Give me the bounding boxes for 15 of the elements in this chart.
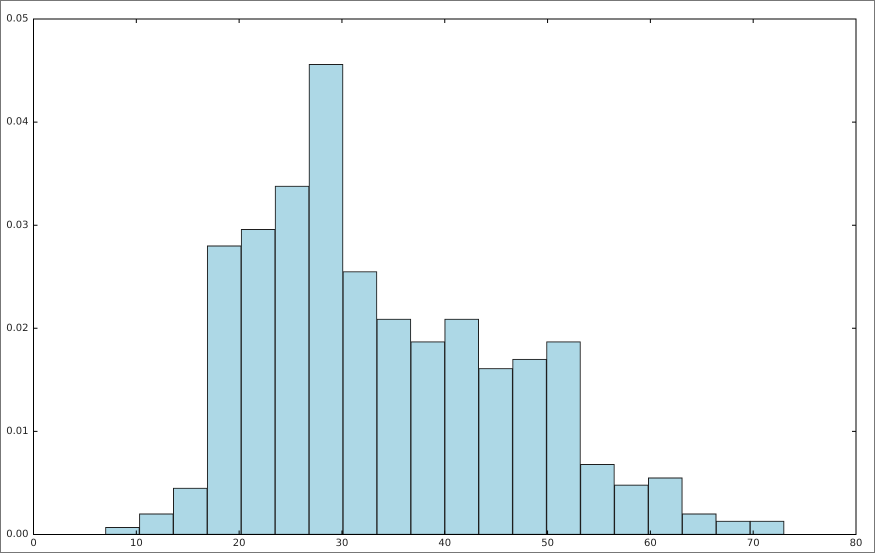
x-tick-label: 70 — [746, 538, 760, 550]
y-tick-label: 0.02 — [6, 322, 28, 334]
y-tick-label: 0.03 — [6, 220, 28, 231]
x-tick-label: 40 — [438, 538, 452, 550]
x-tick-label: 60 — [644, 538, 657, 550]
x-tick-label: 10 — [130, 538, 143, 550]
y-tick-label: 0.04 — [6, 116, 28, 128]
x-tick-label: 80 — [850, 538, 862, 550]
y-tick-label: 0.01 — [6, 426, 28, 437]
y-tick-label: 0.05 — [6, 14, 28, 25]
x-tick-label: 30 — [336, 538, 348, 550]
x-tick-label: 0 — [30, 538, 37, 550]
y-tick-label: 0.00 — [6, 529, 28, 540]
x-tick-label: 50 — [541, 538, 554, 550]
x-tick-label: 20 — [232, 538, 246, 550]
